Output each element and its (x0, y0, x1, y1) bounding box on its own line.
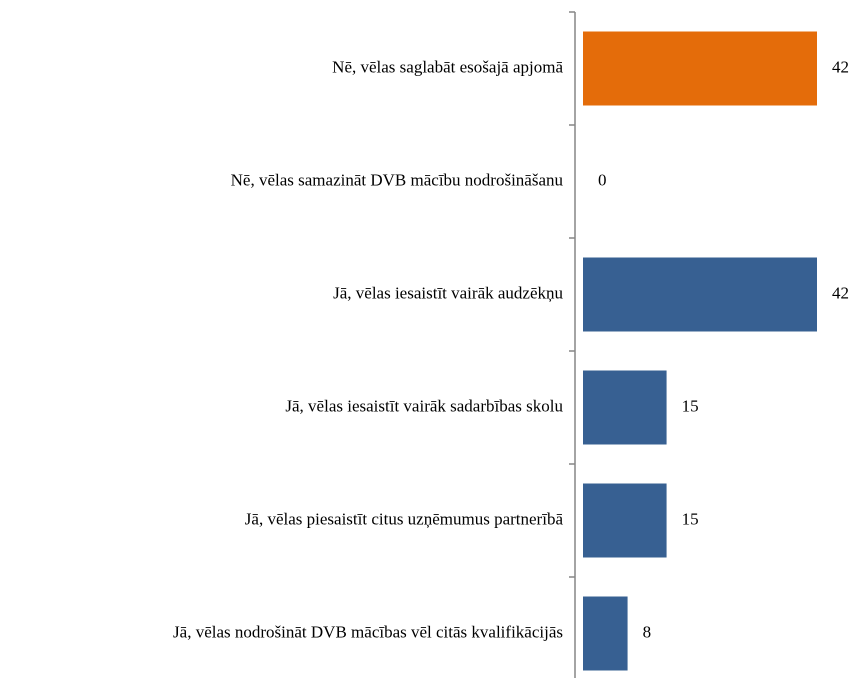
value-label: 8 (643, 622, 652, 641)
value-label: 0 (598, 170, 607, 189)
value-label: 15 (682, 396, 699, 415)
category-label: Jā, vēlas iesaistīt vairāk sadarbības sk… (285, 396, 563, 415)
category-label: Nē, vēlas samazināt DVB mācību nodrošinā… (231, 170, 564, 189)
value-label: 15 (682, 509, 699, 528)
bar (583, 257, 817, 332)
category-label: Nē, vēlas saglabāt esošajā apjomā (332, 57, 563, 76)
value-label: 42 (832, 283, 849, 302)
category-label: Jā, vēlas nodrošināt DVB mācības vēl cit… (173, 622, 563, 641)
bar (583, 596, 628, 671)
bar (583, 31, 817, 106)
value-label: 42 (832, 57, 849, 76)
bar (583, 483, 667, 558)
category-label: Jā, vēlas iesaistīt vairāk audzēkņu (333, 283, 563, 302)
category-label: Jā, vēlas piesaistīt citus uzņēmumus par… (245, 509, 564, 528)
bar (583, 370, 667, 445)
